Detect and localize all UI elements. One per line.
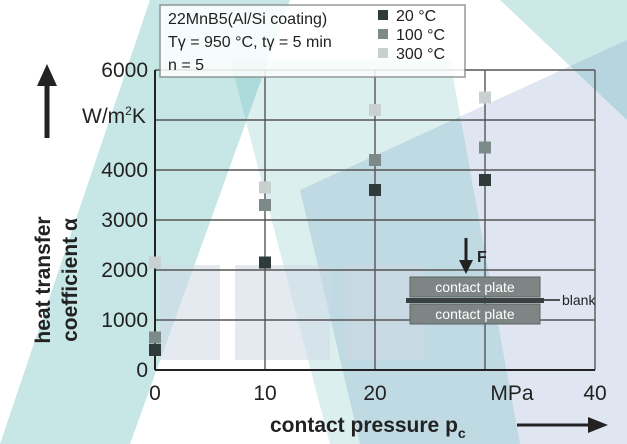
contact-diagram: F contact plate contact plate blank bbox=[406, 238, 596, 325]
legend-title-line3: n = 5 bbox=[168, 57, 204, 74]
watermark-stripe-left bbox=[0, 0, 290, 444]
tick-labels: 0 1000 2000 3000 4000 6000 0 10 20 40 bbox=[101, 59, 606, 405]
x-tick-label-10: 10 bbox=[253, 382, 276, 405]
x-tick-label-0: 0 bbox=[149, 382, 161, 405]
legend-label-3: 300 °C bbox=[396, 46, 445, 63]
point-series2-3 bbox=[479, 141, 491, 154]
contact-plate-bottom bbox=[409, 303, 541, 325]
contact-plate-top bbox=[409, 276, 541, 298]
axes bbox=[154, 70, 595, 371]
legend-title-line1: 22MnB5(Al/Si coating) bbox=[168, 11, 327, 28]
point-series3-2 bbox=[369, 104, 381, 116]
blank-label: blank bbox=[562, 292, 596, 308]
x-tick-label-20: 20 bbox=[363, 382, 386, 405]
legend-label-1: 20 °C bbox=[396, 8, 436, 25]
y-axis-unit: W/m2K bbox=[82, 104, 146, 128]
legend-marker-1 bbox=[378, 10, 388, 20]
y-tick-label-3000: 3000 bbox=[101, 209, 148, 232]
data-points bbox=[149, 91, 491, 356]
legend-marker-3 bbox=[378, 48, 388, 58]
y-unit-tail: K bbox=[132, 105, 146, 128]
x-axis-label: contact pressure pc bbox=[270, 414, 466, 441]
point-series1-3 bbox=[479, 174, 491, 186]
y-axis-label-line1: heat transfer bbox=[32, 216, 55, 343]
y-axis-label-line2: coefficient α bbox=[59, 218, 82, 342]
legend-marker-2 bbox=[378, 29, 388, 39]
point-series2-1 bbox=[259, 199, 271, 211]
y-tick-label-4000: 4000 bbox=[101, 159, 148, 182]
x-axis-arrow-head bbox=[588, 417, 608, 433]
y-axis-arrow-head bbox=[37, 64, 57, 86]
point-series2-2 bbox=[369, 154, 381, 166]
x-label-base: contact pressure p bbox=[270, 414, 458, 437]
point-series1-1 bbox=[259, 256, 271, 269]
y-tick-label-2000: 2000 bbox=[101, 259, 148, 282]
point-series3-1 bbox=[259, 181, 271, 194]
y-tick-label-0: 0 bbox=[136, 359, 148, 382]
x-tick-label-40: 40 bbox=[583, 382, 606, 405]
y-tick-label-6000: 6000 bbox=[101, 59, 148, 82]
legend-label-2: 100 °C bbox=[396, 27, 445, 44]
y-unit-base: W/m bbox=[82, 105, 125, 128]
x-label-sub: c bbox=[458, 425, 466, 441]
point-series1-2 bbox=[369, 184, 381, 196]
y-tick-label-1000: 1000 bbox=[101, 309, 148, 332]
point-series2-0 bbox=[149, 331, 161, 344]
watermark-letter-m bbox=[235, 265, 330, 360]
y-unit-sup: 2 bbox=[125, 104, 132, 118]
force-arrow-head bbox=[459, 260, 473, 274]
point-series1-0 bbox=[149, 344, 161, 356]
watermark-letter-u bbox=[160, 265, 220, 360]
contact-plate-bottom-label: contact plate bbox=[435, 306, 515, 322]
legend: 22MnB5(Al/Si coating) Tγ = 950 °C, tγ = … bbox=[159, 4, 466, 78]
point-series3-0 bbox=[149, 256, 161, 269]
point-series3-3 bbox=[479, 91, 491, 104]
blank-sheet bbox=[406, 298, 544, 303]
legend-entries: 20 °C 100 °C 300 °C bbox=[378, 8, 445, 63]
x-axis-unit: MPa bbox=[490, 382, 534, 405]
legend-title-line2: Tγ = 950 °C, tγ = 5 min bbox=[168, 34, 332, 51]
contact-plate-top-label: contact plate bbox=[435, 279, 515, 295]
legend-box bbox=[159, 4, 466, 78]
force-label: F bbox=[477, 249, 487, 266]
